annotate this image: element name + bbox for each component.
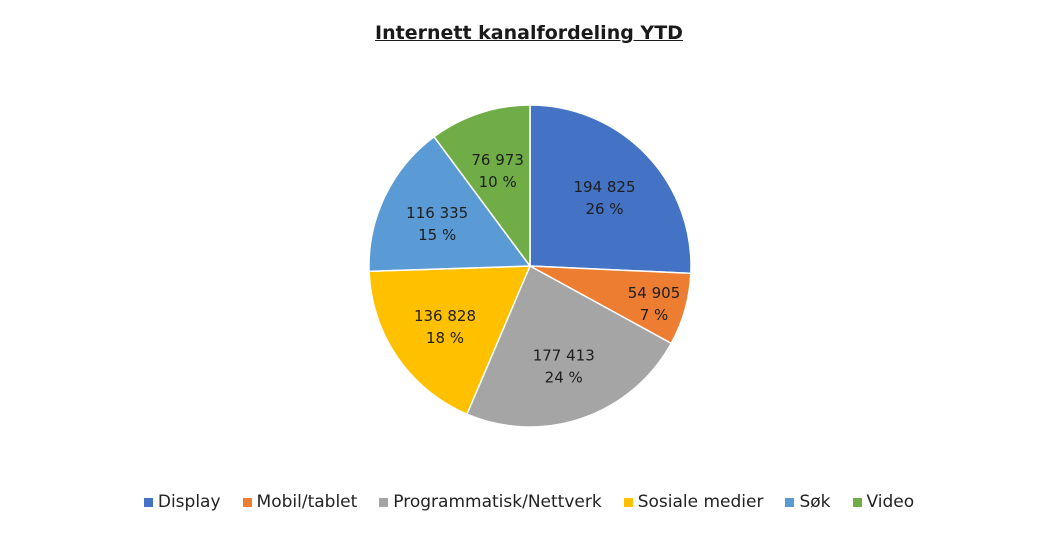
legend: Display Mobil/tablet Programmatisk/Nettver… <box>0 492 1058 512</box>
pie-chart: 194 825 26 % 54 905 7 % 177 413 24 % 136 828 18… <box>368 104 692 428</box>
legend-label: Søk <box>799 492 831 512</box>
legend-label: Video <box>866 492 915 512</box>
legend-item-sok: Søk <box>785 492 831 512</box>
chart-title: Internett kanalfordeling YTD <box>375 22 683 44</box>
legend-swatch <box>852 497 862 507</box>
pie-slice-video <box>432 104 531 269</box>
legend-swatch <box>623 497 633 507</box>
slice-percent-label-sok: 15 % <box>418 226 456 244</box>
legend-swatch <box>379 497 389 507</box>
legend-swatch <box>143 497 153 507</box>
slice-percent-label-display: 26 % <box>585 200 623 218</box>
legend-swatch <box>242 497 252 507</box>
pie-slice-sosiale-medier <box>368 265 532 416</box>
legend-label: Mobil/tablet <box>256 492 358 512</box>
pie-slice-programmatisk-nettverk <box>465 264 673 428</box>
slice-value-label-video: 76 973 <box>471 151 524 169</box>
legend-swatch <box>785 497 795 507</box>
legend-label: Sosiale medier <box>637 492 764 512</box>
slice-value-label-display: 194 825 <box>573 178 635 196</box>
legend-item-video: Video <box>852 492 915 512</box>
pie-slice-display <box>529 104 692 275</box>
slice-percent-label-programmatisk-nettverk: 24 % <box>545 368 583 386</box>
slice-percent-label-video: 10 % <box>479 173 517 191</box>
slice-value-label-sok: 116 335 <box>406 204 468 222</box>
legend-item-sosiale-medier: Sosiale medier <box>623 492 764 512</box>
slice-value-label-sosiale-medier: 136 828 <box>414 307 476 325</box>
legend-item-mobil-tablet: Mobil/tablet <box>242 492 358 512</box>
slice-percent-label-sosiale-medier: 18 % <box>426 329 464 347</box>
legend-item-display: Display <box>143 492 221 512</box>
legend-label: Programmatisk/Nettverk <box>393 492 602 512</box>
legend-label: Display <box>157 492 221 512</box>
slice-percent-label-mobil-tablet: 7 % <box>640 306 669 324</box>
slice-value-label-programmatisk-nettverk: 177 413 <box>533 346 595 364</box>
slice-value-label-mobil-tablet: 54 905 <box>628 284 681 302</box>
legend-item-programmatisk-nettverk: Programmatisk/Nettverk <box>379 492 602 512</box>
pie-slice-sok <box>368 135 532 273</box>
